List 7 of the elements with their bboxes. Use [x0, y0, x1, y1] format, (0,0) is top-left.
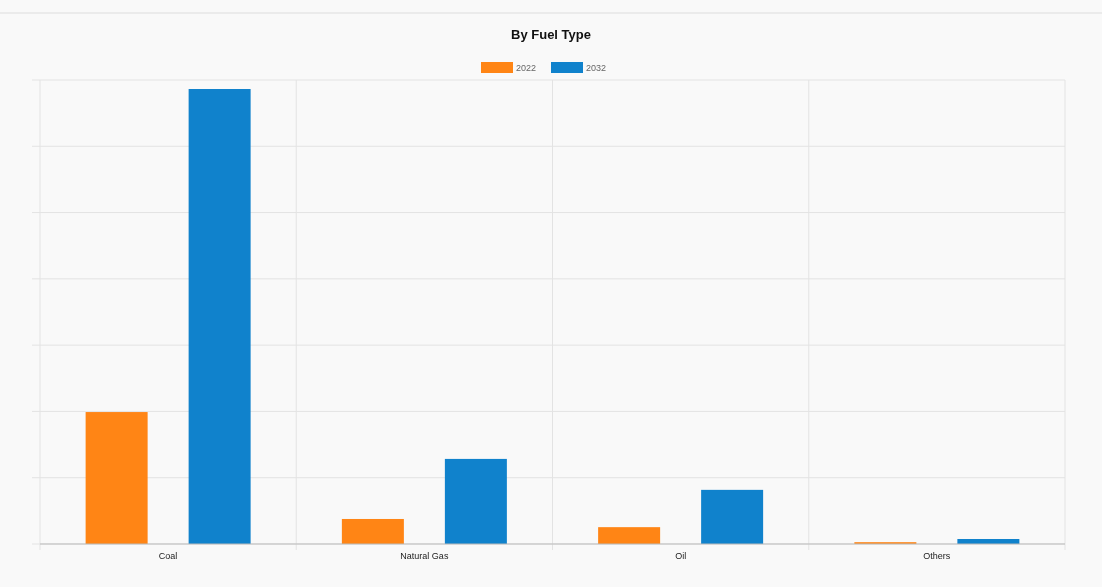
legend-label: 2022	[516, 63, 537, 73]
legend-label: 2032	[586, 63, 607, 73]
x-tick-label: Coal	[158, 551, 178, 561]
x-tick-label: Oil	[675, 551, 687, 561]
x-tick-label: Natural Gas	[400, 551, 449, 561]
x-tick-label: Others	[923, 551, 951, 561]
chart-title: By Fuel Type	[511, 27, 591, 42]
